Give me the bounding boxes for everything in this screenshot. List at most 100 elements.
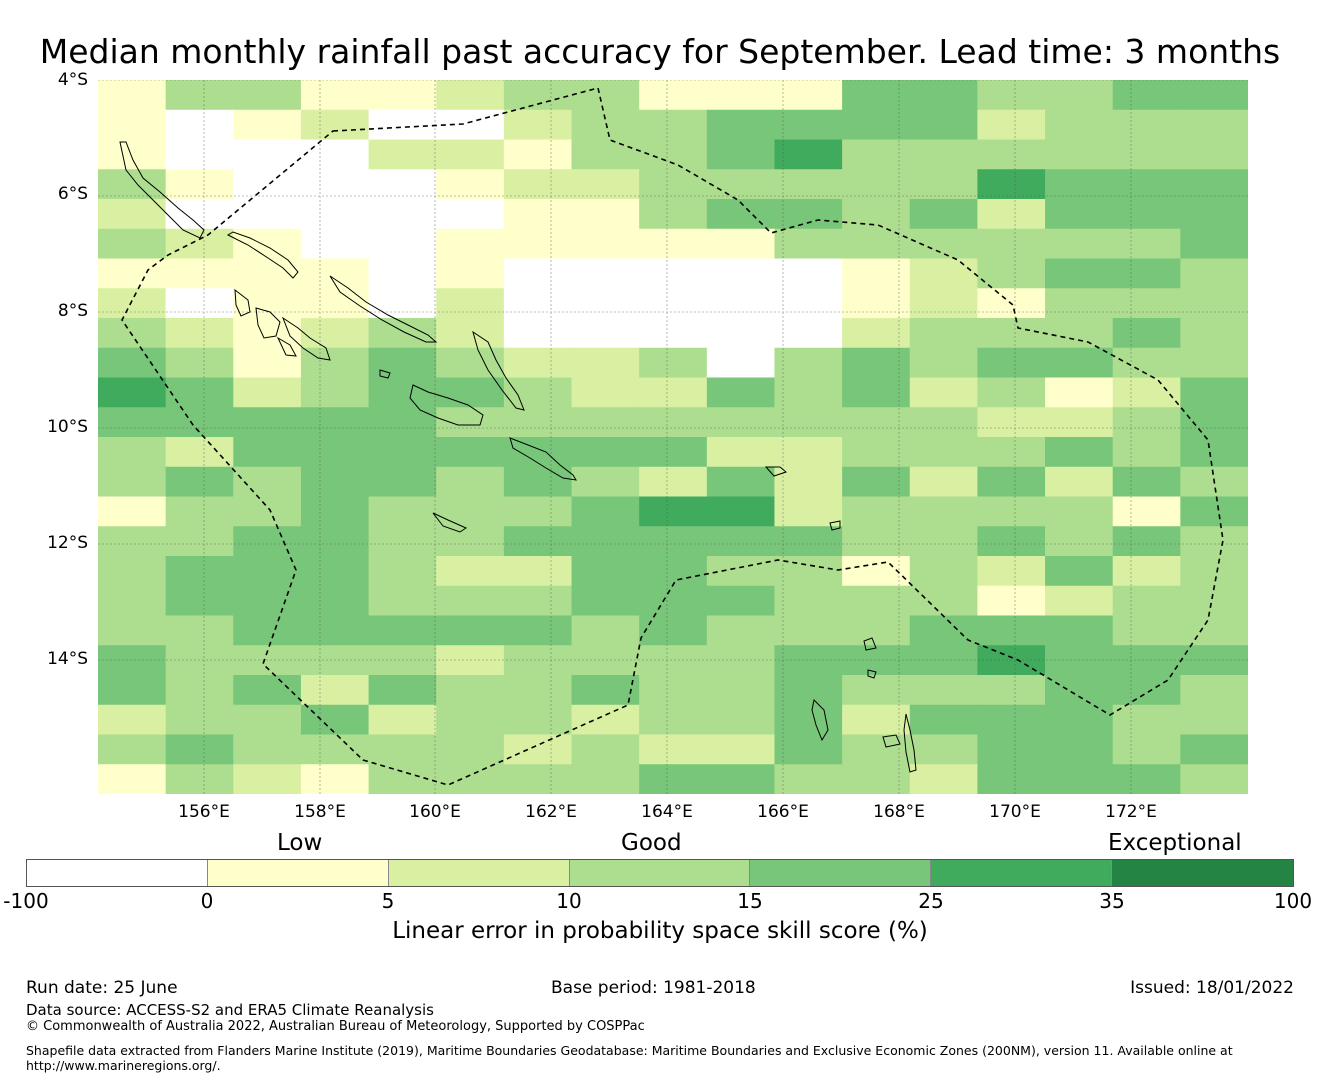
grid-cell bbox=[1112, 675, 1181, 706]
grid-cell bbox=[165, 80, 234, 111]
grid-cell bbox=[571, 437, 640, 468]
grid-cell bbox=[300, 288, 370, 319]
grid-cell bbox=[774, 377, 843, 408]
grid-cell bbox=[571, 645, 640, 676]
issued-date: Issued: 18/01/2022 bbox=[1130, 978, 1294, 998]
grid-cell bbox=[1180, 258, 1248, 289]
grid-cell bbox=[436, 407, 505, 438]
colorbar-segment bbox=[750, 860, 932, 886]
grid-cell bbox=[977, 377, 1046, 408]
grid-cell bbox=[977, 496, 1046, 527]
grid-cell bbox=[842, 139, 911, 170]
grid-cell bbox=[165, 556, 234, 587]
grid-cell bbox=[909, 139, 979, 170]
grid-cell bbox=[774, 109, 843, 141]
grid-cell bbox=[1180, 675, 1248, 706]
lat-label: 12°S bbox=[47, 533, 88, 553]
grid-cell bbox=[1180, 407, 1248, 438]
grid-cell bbox=[1045, 585, 1114, 617]
grid-cell bbox=[842, 526, 911, 557]
grid-cell bbox=[503, 734, 573, 765]
grid-cell bbox=[503, 109, 573, 141]
grid-cell bbox=[774, 318, 843, 349]
base-period: Base period: 1981-2018 bbox=[551, 978, 756, 998]
grid-cell bbox=[436, 526, 505, 557]
grid-cell bbox=[165, 347, 234, 379]
grid-cell bbox=[300, 734, 370, 765]
grid-cell bbox=[1180, 377, 1248, 408]
colorbar-segment bbox=[207, 860, 389, 886]
grid-cell bbox=[1045, 407, 1114, 438]
colorbar-tick: -100 bbox=[3, 889, 49, 913]
grid-cell bbox=[571, 288, 640, 319]
grid-cell bbox=[909, 377, 979, 408]
grid-cell bbox=[842, 437, 911, 468]
grid-cell bbox=[98, 734, 167, 765]
grid-cell bbox=[1112, 764, 1181, 794]
grid-cell bbox=[1112, 615, 1181, 646]
grid-cell bbox=[1180, 199, 1248, 230]
grid-cell bbox=[639, 228, 708, 260]
grid-cell bbox=[706, 585, 776, 617]
grid-cell bbox=[1180, 347, 1248, 379]
grid-cell bbox=[436, 377, 505, 408]
grid-cell bbox=[1180, 526, 1248, 557]
grid-cell bbox=[368, 734, 437, 765]
grid-cell bbox=[1112, 585, 1181, 617]
grid-cell bbox=[571, 615, 640, 646]
grid-cell bbox=[571, 169, 640, 200]
grid-cell bbox=[706, 258, 776, 289]
chart-title: Median monthly rainfall past accuracy fo… bbox=[39, 32, 1281, 71]
grid-cell bbox=[1180, 734, 1248, 765]
grid-cell bbox=[1045, 734, 1114, 765]
grid-cell bbox=[1112, 228, 1181, 260]
grid-cell bbox=[706, 734, 776, 765]
grid-cell bbox=[1045, 139, 1114, 170]
grid-cell bbox=[909, 704, 979, 736]
grid-cell bbox=[436, 645, 505, 676]
grid-cell bbox=[774, 139, 843, 170]
grid-cell bbox=[909, 347, 979, 379]
grid-cell bbox=[977, 347, 1046, 379]
grid-cell bbox=[503, 675, 573, 706]
grid-cell bbox=[842, 169, 911, 200]
grid-cell bbox=[977, 228, 1046, 260]
grid-cell bbox=[300, 437, 370, 468]
grid-cell bbox=[977, 526, 1046, 557]
grid-cell bbox=[503, 615, 573, 646]
grid-cell bbox=[571, 496, 640, 527]
grid-cell bbox=[436, 169, 505, 200]
grid-cell bbox=[503, 645, 573, 676]
grid-cell bbox=[774, 645, 843, 676]
grid-cell bbox=[233, 109, 302, 141]
grid-cell bbox=[98, 675, 167, 706]
grid-cell bbox=[165, 466, 234, 498]
grid-cell bbox=[165, 407, 234, 438]
colorbar-segment bbox=[1112, 860, 1293, 886]
grid-cell bbox=[233, 288, 302, 319]
grid-cell bbox=[98, 615, 167, 646]
grid-cell bbox=[300, 466, 370, 498]
grid-cell bbox=[639, 258, 708, 289]
grid-cell bbox=[165, 496, 234, 527]
grid-cell bbox=[706, 526, 776, 557]
grid-cell bbox=[639, 466, 708, 498]
lon-label: 166°E bbox=[757, 802, 809, 822]
eez-boundary bbox=[121, 87, 1224, 786]
grid-cell bbox=[503, 347, 573, 379]
grid-cell bbox=[300, 139, 370, 170]
grid-cell bbox=[368, 288, 437, 319]
grid-cell bbox=[706, 615, 776, 646]
grid-cell bbox=[300, 228, 370, 260]
grid-cell bbox=[1112, 496, 1181, 527]
grid-cell bbox=[774, 407, 843, 438]
colorbar-tick: 5 bbox=[381, 889, 395, 913]
grid-cell bbox=[774, 496, 843, 527]
grid-cell bbox=[571, 556, 640, 587]
grid-cell bbox=[233, 585, 302, 617]
grid-cell bbox=[233, 169, 302, 200]
grid-cell bbox=[639, 377, 708, 408]
lat-label: 10°S bbox=[47, 417, 88, 437]
grid-cell bbox=[98, 526, 167, 557]
grid-cell bbox=[1112, 199, 1181, 230]
